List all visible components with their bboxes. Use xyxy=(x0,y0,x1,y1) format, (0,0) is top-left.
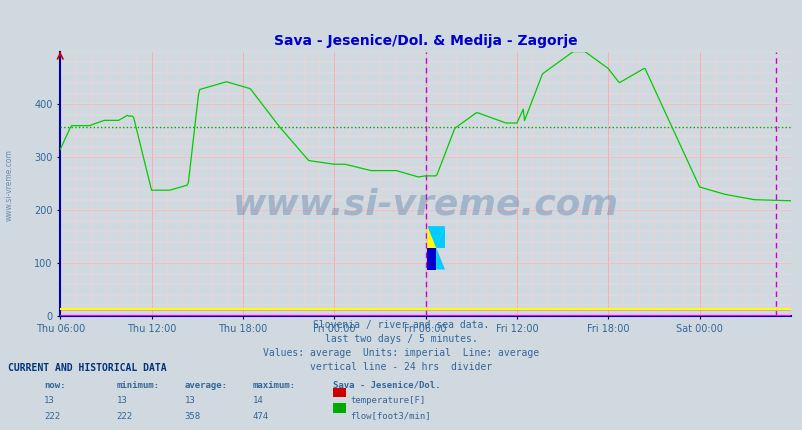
Text: average:: average: xyxy=(184,381,228,390)
Text: now:: now: xyxy=(44,381,66,390)
Polygon shape xyxy=(427,226,435,248)
Text: 474: 474 xyxy=(253,412,269,421)
Text: www.si-vreme.com: www.si-vreme.com xyxy=(5,149,14,221)
Text: minimum:: minimum: xyxy=(116,381,160,390)
Text: maximum:: maximum: xyxy=(253,381,296,390)
Text: 13: 13 xyxy=(116,396,127,405)
Text: www.si-vreme.com: www.si-vreme.com xyxy=(233,188,618,222)
Text: 13: 13 xyxy=(184,396,195,405)
Text: 222: 222 xyxy=(116,412,132,421)
Text: 222: 222 xyxy=(44,412,60,421)
Text: Values: average  Units: imperial  Line: average: Values: average Units: imperial Line: av… xyxy=(263,348,539,358)
Text: 13: 13 xyxy=(44,396,55,405)
Text: last two days / 5 minutes.: last two days / 5 minutes. xyxy=(325,334,477,344)
Text: Slovenia / river and sea data.: Slovenia / river and sea data. xyxy=(313,320,489,330)
Text: temperature[F]: temperature[F] xyxy=(350,396,425,405)
Polygon shape xyxy=(427,226,444,248)
Title: Sava - Jesenice/Dol. & Medija - Zagorje: Sava - Jesenice/Dol. & Medija - Zagorje xyxy=(273,34,577,48)
Polygon shape xyxy=(435,226,444,248)
Text: flow[foot3/min]: flow[foot3/min] xyxy=(350,412,430,421)
Bar xyxy=(427,248,435,270)
Text: CURRENT AND HISTORICAL DATA: CURRENT AND HISTORICAL DATA xyxy=(8,363,167,373)
Text: vertical line - 24 hrs  divider: vertical line - 24 hrs divider xyxy=(310,362,492,372)
Text: 358: 358 xyxy=(184,412,200,421)
Text: Sava - Jesenice/Dol.: Sava - Jesenice/Dol. xyxy=(333,381,440,390)
Text: 14: 14 xyxy=(253,396,263,405)
Polygon shape xyxy=(435,248,444,270)
